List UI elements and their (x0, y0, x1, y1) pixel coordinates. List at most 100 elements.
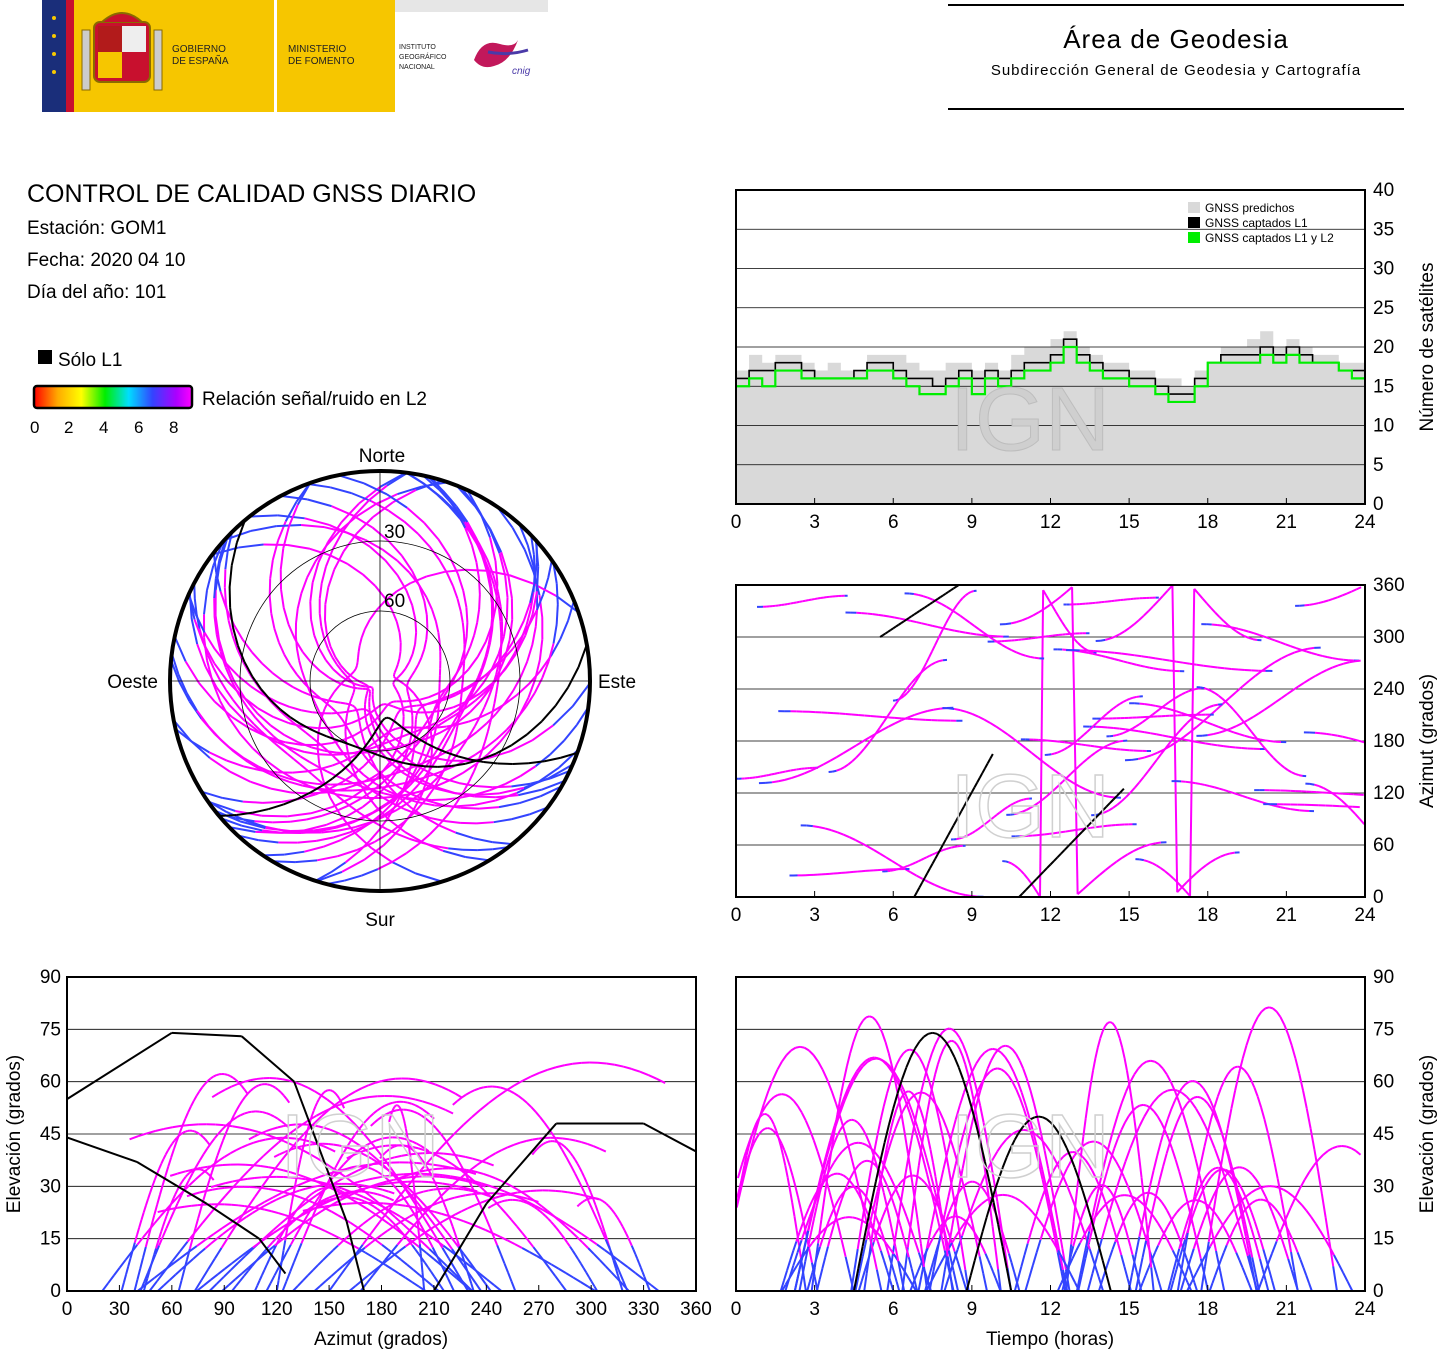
sky-track (459, 696, 463, 706)
sky-track (397, 694, 402, 701)
azimuth-track (1085, 744, 1091, 747)
elevation-azimuth-track (534, 1111, 541, 1118)
elevation-time-track (1142, 1103, 1147, 1107)
x-tick-label: 21 (1276, 905, 1297, 925)
sky-track (468, 530, 479, 546)
elevation-time-track (754, 1119, 759, 1126)
elevation-azimuth-track (393, 1154, 402, 1159)
azimuth-track (989, 721, 997, 728)
elevation-azimuth-track (549, 1268, 557, 1277)
elevation-azimuth-track (392, 1106, 396, 1109)
azimuth-track-l1 (968, 791, 973, 798)
azimuth-track-l1 (947, 829, 952, 836)
azimuth-track (978, 628, 985, 634)
sky-track (418, 766, 432, 775)
azimuth-track (1230, 725, 1237, 730)
elevation-azimuth-track (445, 1240, 453, 1250)
azimuth-track (945, 847, 950, 850)
elevation-azimuth-track (227, 1073, 231, 1078)
elevation-azimuth-track (218, 1156, 226, 1162)
elevation-azimuth-track (331, 1210, 339, 1217)
elevation-time-track (925, 1099, 931, 1115)
elevation-azimuth-track (211, 1187, 219, 1191)
sky-track (345, 806, 364, 818)
elevation-time-track (1149, 1107, 1155, 1112)
elevation-azimuth-track (204, 1233, 215, 1241)
elevation-azimuth-track (224, 1073, 228, 1076)
elevation-azimuth-track (240, 1126, 250, 1131)
elevation-azimuth-track (351, 1196, 356, 1200)
sky-track (523, 549, 535, 573)
elevation-time-track (1004, 1056, 1011, 1065)
azimuth-track (941, 603, 947, 608)
elevation-azimuth-track (234, 1220, 242, 1226)
azimuth-track (1071, 587, 1079, 895)
sky-track (372, 740, 382, 753)
azimuth-track (993, 813, 998, 818)
elevation-azimuth-track (204, 1080, 209, 1085)
sky-track (541, 661, 550, 679)
elevation-azimuth-track (277, 1270, 282, 1281)
elevation-time-track (800, 1112, 807, 1121)
elevation-azimuth-track (320, 1094, 328, 1101)
azimuth-track (1298, 774, 1303, 777)
elevation-time-track (962, 1120, 969, 1134)
elevation-azimuth-track (587, 1247, 595, 1255)
elevation-azimuth-track (420, 1114, 426, 1119)
azimuth-track (1004, 806, 1009, 810)
azimuth-track (1119, 739, 1124, 743)
azimuth-track (1214, 692, 1220, 697)
elevation-azimuth-track (380, 1217, 390, 1225)
azimuth-track (1204, 783, 1210, 788)
elevation-azimuth-track (302, 1208, 311, 1212)
sky-track (465, 681, 478, 691)
elevation-azimuth-track (368, 1166, 373, 1170)
sky-track (550, 638, 562, 657)
sky-track (284, 501, 298, 522)
azimuth-track (797, 772, 805, 777)
sky-track (460, 649, 466, 662)
y-tick-label: 120 (1373, 783, 1405, 804)
elevation-azimuth-track (397, 1203, 406, 1207)
elevation-azimuth-track (656, 1077, 666, 1084)
elevation-azimuth-track (312, 1179, 321, 1184)
azimuth-track-l1 (939, 594, 944, 598)
sky-track (340, 831, 357, 842)
elevation-azimuth-track (428, 1226, 437, 1238)
elevation-azimuth-track (371, 1184, 380, 1188)
azimuth-track (1215, 855, 1221, 860)
azimuth-track (1129, 696, 1134, 700)
sky-track (439, 812, 450, 825)
elevation-time-track (738, 1176, 744, 1190)
azimuth-track (938, 659, 944, 663)
elevation-azimuth-track (389, 1112, 393, 1116)
elevation-azimuth-track (277, 1117, 282, 1123)
sky-track (396, 801, 410, 811)
elevation-azimuth-track (498, 1200, 503, 1204)
sky-track (251, 651, 263, 665)
sky-track (540, 785, 563, 798)
y-tick-label: 0 (1373, 494, 1384, 515)
azimuth-track (1332, 657, 1339, 661)
azimuth-track-l1 (934, 598, 939, 602)
azimuth-track (1211, 743, 1218, 747)
azimuth-track (946, 888, 954, 893)
azimuth-track (1042, 589, 1048, 596)
elevation-azimuth-track (178, 1125, 184, 1134)
sky-track (184, 660, 200, 684)
sky-track (383, 792, 396, 797)
sky-track (300, 523, 325, 529)
sky-track (442, 849, 466, 858)
elevation-azimuth-track (281, 1193, 289, 1199)
elevation-azimuth-track (587, 1143, 594, 1148)
elevation-azimuth-track (582, 1267, 588, 1274)
sky-track (477, 848, 493, 852)
elevation-azimuth-track (120, 1282, 125, 1292)
elevation-time-track (786, 1176, 791, 1190)
sky-track (207, 655, 215, 669)
azimuth-track-l1 (884, 630, 889, 635)
elevation-azimuth-track (377, 1193, 382, 1197)
azimuth-track-l1 (981, 767, 986, 774)
elevation-azimuth-track (185, 1168, 194, 1173)
